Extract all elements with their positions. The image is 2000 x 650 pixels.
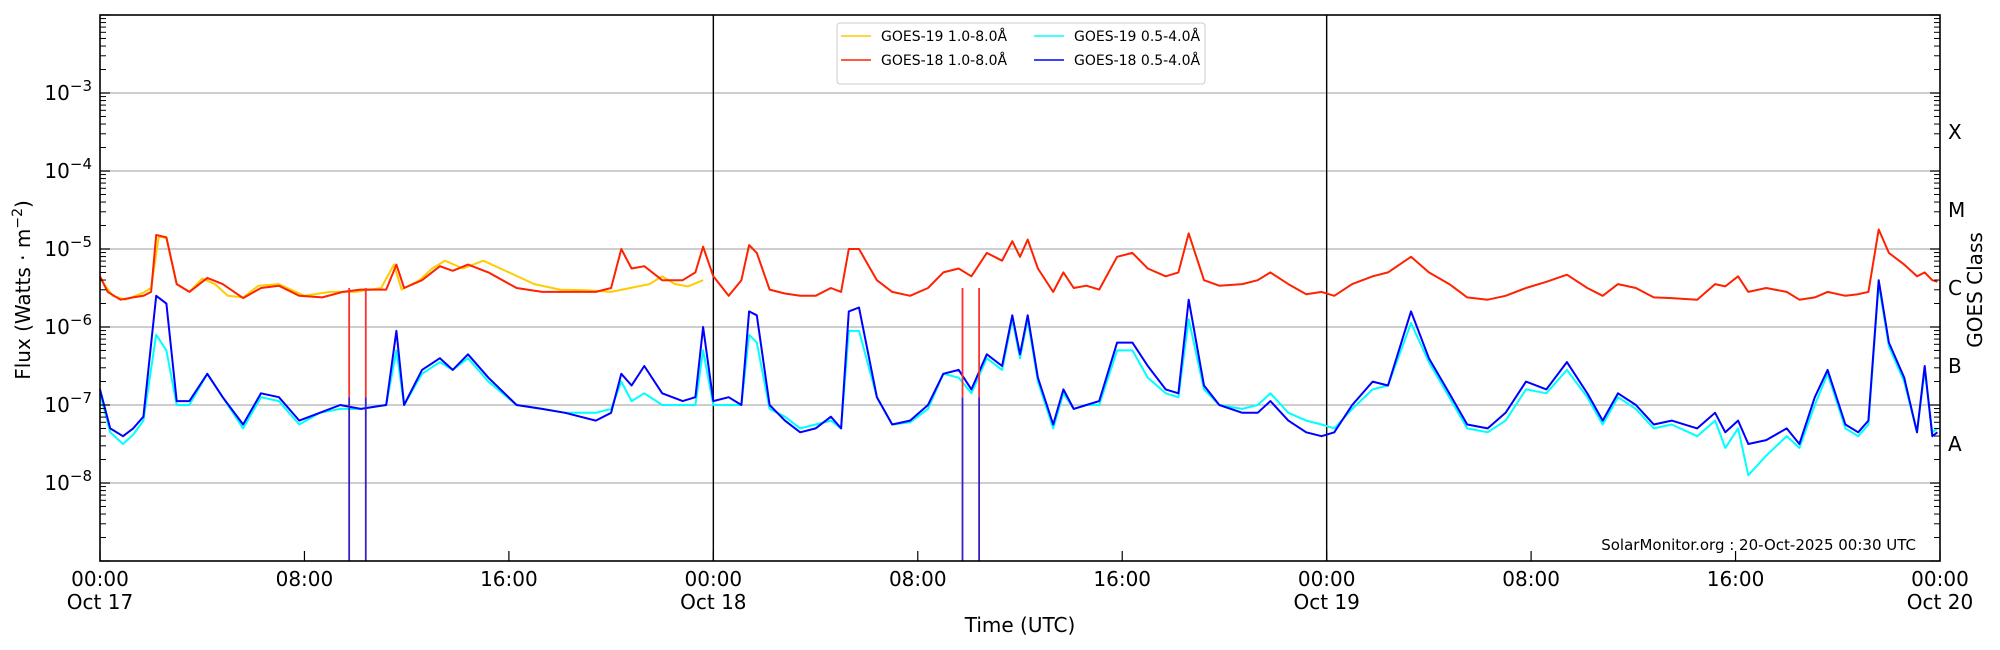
data-dropout-lines [348,288,981,561]
x-tick-date: Oct 17 [67,590,133,614]
flux-series [99,228,1939,477]
y-axis-title-close: ) [11,200,35,208]
goes-class-labels: X M C B A [1948,120,1965,456]
x-tick-time: 08:00 [1502,567,1560,591]
y-tick-label: 10−8 [44,467,92,495]
goes-class-label-A: A [1948,432,1962,456]
day-boundary-lines [712,15,1328,561]
x-tick-date: Oct 20 [1907,590,1973,614]
x-tick-time: 00:00 [71,567,129,591]
y-axis-title: Flux (Watts · m−2) [10,200,35,380]
x-tick-time: 08:00 [889,567,947,591]
plot-frame [99,14,1941,562]
x-tick-time: 00:00 [685,567,743,591]
legend: GOES-19 1.0-8.0Å GOES-18 1.0-8.0Å GOES-1… [836,22,1206,85]
goes-class-label-X: X [1948,120,1962,144]
goes-class-label-M: M [1948,198,1965,222]
y-tick-label: 10−3 [44,77,92,105]
horizontal-gridlines [100,92,1940,484]
legend-label-goes19-long: GOES-19 1.0-8.0Å [881,28,1007,45]
x-tick-time: 08:00 [276,567,334,591]
right-axis-title: GOES Class [1963,232,1987,348]
legend-box [836,22,1206,85]
y-axis-title-sup: −2 [10,208,26,229]
x-tick-time: 00:00 [1298,567,1356,591]
x-tick-date: Oct 18 [680,590,746,614]
y-tick-label: 10−5 [44,233,92,261]
x-axis-title: Time (UTC) [964,613,1076,637]
x-tick-time: 00:00 [1911,567,1969,591]
series-line-2 [99,283,1939,477]
credit-annotation: SolarMonitor.org : 20-Oct-2025 00:30 UTC [1601,536,1916,554]
x-tick-date: Oct 19 [1293,590,1359,614]
legend-label-goes18-long: GOES-18 1.0-8.0Å [881,52,1007,69]
x-tick-time: 16:00 [1093,567,1151,591]
x-tick-time: 16:00 [480,567,538,591]
y-axis-ticks: 10−3 10−4 10−5 10−6 10−7 10−8 [44,14,1940,562]
y-tick-label: 10−7 [44,389,92,417]
legend-label-goes18-short: GOES-18 0.5-4.0Å [1074,52,1200,69]
y-axis-title-main: Flux (Watts · m [11,229,35,380]
series-line-3 [99,279,1939,445]
legend-label-goes19-short: GOES-19 0.5-4.0Å [1074,28,1200,45]
goes-class-label-C: C [1948,276,1962,300]
goes-class-label-B: B [1948,354,1962,378]
series-line-1 [99,228,1938,301]
y-tick-label: 10−4 [44,155,92,183]
y-tick-label: 10−6 [44,311,92,339]
x-tick-time: 16:00 [1707,567,1765,591]
